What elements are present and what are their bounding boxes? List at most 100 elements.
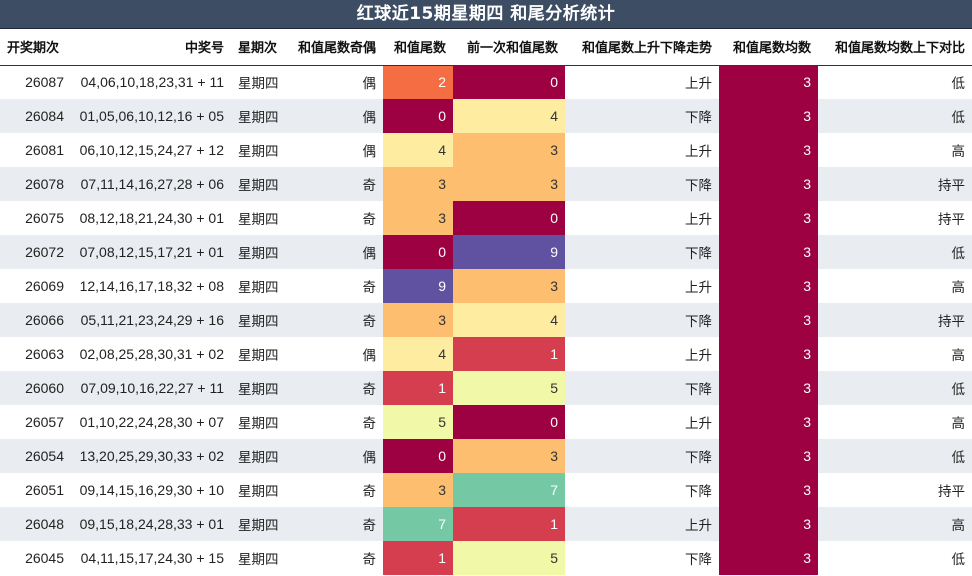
cell-parity: 奇 bbox=[284, 507, 383, 541]
column-header-numbers[interactable]: 中奖号 bbox=[71, 29, 231, 66]
cell-issue: 26072 bbox=[0, 235, 71, 269]
cell-prev-tail: 3 bbox=[453, 439, 565, 473]
cell-prev-tail: 5 bbox=[453, 541, 565, 575]
cell-winning-numbers: 04,06,10,18,23,31 + 11 bbox=[80, 74, 224, 91]
table-body: 26087 04,06,10,18,23,31 + 11 星期四偶 2 0 上升 3 低 260… bbox=[0, 65, 972, 575]
cell-average: 3 bbox=[719, 167, 818, 201]
cell-winning-numbers: 07,11,14,16,27,28 + 06 bbox=[71, 167, 231, 201]
table-row: 26075 08,12,18,21,24,30 + 01 星期四奇 3 0 上升 3 持平 bbox=[0, 201, 972, 235]
table-row: 26045 04,11,15,17,24,30 + 15 星期四 奇 1 5 下降 3 低 bbox=[0, 541, 972, 575]
cell-prev-tail: 0 bbox=[453, 201, 565, 235]
page-title: 红球近15期星期四 和尾分析统计 bbox=[0, 0, 972, 29]
cell-compare: 低 bbox=[818, 371, 972, 405]
cell-tail: 2 bbox=[383, 65, 453, 99]
cell-prev-tail: 1 bbox=[453, 507, 565, 541]
cell-compare: 高 bbox=[951, 144, 966, 160]
table-row: 26069 12,14,16,17,18,32 + 08 星期四奇 9 3 上升 3 高 bbox=[0, 269, 972, 303]
cell-parity: 奇 bbox=[284, 167, 383, 201]
cell-parity: 偶 bbox=[362, 348, 377, 364]
cell-parity: 奇 bbox=[362, 552, 377, 568]
column-header-tail[interactable]: 和值尾数 bbox=[383, 29, 453, 66]
cell-trend: 下降 bbox=[565, 439, 719, 473]
cell-tail: 3 bbox=[383, 201, 453, 235]
table-row: 26060 07,09,10,16,22,27 + 11 星期四奇 1 5 下降 3 低 bbox=[0, 371, 972, 405]
cell-parity: 奇 bbox=[362, 280, 377, 296]
cell-average: 3 bbox=[719, 405, 818, 439]
cell-average: 3 bbox=[719, 303, 818, 337]
column-header-prev-tail[interactable]: 前一次和值尾数 bbox=[453, 29, 565, 66]
cell-weekday: 星期四 bbox=[238, 552, 279, 568]
cell-weekday: 星期四 bbox=[238, 348, 279, 364]
cell-prev-tail: 0 bbox=[453, 405, 565, 439]
column-header-issue[interactable]: 开奖期次 bbox=[0, 29, 71, 66]
cell-tail: 5 bbox=[383, 405, 453, 439]
cell-parity: 偶 bbox=[284, 439, 383, 473]
cell-compare: 高 bbox=[951, 416, 966, 432]
analysis-table: 开奖期次 中奖号 星期次 和值尾数奇偶 和值尾数 前一次和值尾数 和值尾数上升下… bbox=[0, 29, 972, 575]
cell-compare: 低 bbox=[818, 99, 972, 133]
column-header-average[interactable]: 和值尾数均数 bbox=[719, 29, 818, 66]
cell-trend: 上升 bbox=[685, 416, 712, 432]
column-header-compare[interactable]: 和值尾数均数上下对比 bbox=[818, 29, 972, 66]
cell-prev-tail: 5 bbox=[453, 371, 565, 405]
cell-compare: 低 bbox=[818, 439, 972, 473]
cell-winning-numbers: 09,14,15,16,29,30 + 10 bbox=[79, 482, 224, 498]
cell-weekday: 星期四 bbox=[231, 507, 284, 541]
column-header-trend[interactable]: 和值尾数上升下降走势 bbox=[565, 29, 719, 66]
cell-tail: 0 bbox=[383, 99, 453, 133]
cell-trend: 下降 bbox=[565, 303, 719, 337]
table-row: 26063 02,08,25,28,30,31 + 02 星期四 偶 4 1 上升 3 高 bbox=[0, 337, 972, 371]
cell-prev-tail: 9 bbox=[453, 235, 565, 269]
column-header-parity[interactable]: 和值尾数奇偶 bbox=[284, 29, 383, 66]
cell-tail: 0 bbox=[383, 235, 453, 269]
table-row: 26081 06,10,12,15,24,27 + 12 星期四偶 4 3 上升 3 高 bbox=[0, 133, 972, 167]
cell-issue: 26075 bbox=[25, 210, 64, 226]
cell-issue: 26081 bbox=[25, 142, 64, 158]
cell-parity: 奇 bbox=[284, 371, 383, 405]
cell-trend: 下降 bbox=[565, 99, 719, 133]
cell-issue: 26066 bbox=[0, 303, 71, 337]
cell-parity: 偶 bbox=[284, 235, 383, 269]
table-row: 26051 09,14,15,16,29,30 + 10 星期四奇 3 7 下降 3 持平 bbox=[0, 473, 972, 507]
cell-average: 3 bbox=[719, 439, 818, 473]
cell-issue: 26051 bbox=[25, 482, 64, 498]
cell-winning-numbers: 12,14,16,17,18,32 + 08 bbox=[79, 278, 224, 294]
cell-compare: 高 bbox=[951, 348, 966, 364]
cell-parity: 奇 bbox=[362, 484, 377, 500]
cell-trend: 上升 bbox=[685, 144, 712, 160]
cell-weekday: 星期四 bbox=[231, 167, 284, 201]
cell-issue: 26084 bbox=[0, 99, 71, 133]
cell-winning-numbers: 04,11,15,17,24,30 + 15 bbox=[80, 550, 224, 566]
cell-weekday: 星期四 bbox=[238, 144, 279, 160]
cell-prev-tail: 0 bbox=[453, 65, 565, 99]
cell-trend: 上升 bbox=[685, 280, 712, 296]
cell-prev-tail: 1 bbox=[453, 337, 565, 371]
cell-average: 3 bbox=[719, 507, 818, 541]
cell-issue: 26078 bbox=[0, 167, 71, 201]
cell-winning-numbers: 09,15,18,24,28,33 + 01 bbox=[71, 507, 231, 541]
cell-weekday: 星期四 bbox=[238, 76, 279, 93]
table-row: 26054 13,20,25,29,30,33 + 02 星期四偶 0 3 下降 3 低 bbox=[0, 439, 972, 473]
cell-average: 3 bbox=[719, 133, 818, 167]
cell-tail: 7 bbox=[383, 507, 453, 541]
cell-tail: 9 bbox=[383, 269, 453, 303]
column-header-weekday[interactable]: 星期次 bbox=[231, 29, 284, 66]
cell-issue: 26045 bbox=[25, 550, 64, 566]
cell-compare: 持平 bbox=[938, 484, 965, 500]
cell-parity: 奇 bbox=[362, 416, 377, 432]
cell-winning-numbers: 08,12,18,21,24,30 + 01 bbox=[79, 210, 224, 226]
cell-trend: 上升 bbox=[685, 212, 712, 228]
cell-tail: 1 bbox=[383, 541, 453, 575]
table-row: 26072 07,08,12,15,17,21 + 01 星期四偶 0 9 下降 3 低 bbox=[0, 235, 972, 269]
cell-average: 3 bbox=[719, 269, 818, 303]
cell-issue: 26087 bbox=[25, 74, 64, 91]
cell-winning-numbers: 05,11,21,23,24,29 + 16 bbox=[71, 303, 231, 337]
cell-winning-numbers: 01,10,22,24,28,30 + 07 bbox=[79, 414, 224, 430]
cell-winning-numbers: 02,08,25,28,30,31 + 02 bbox=[79, 346, 224, 362]
cell-parity: 奇 bbox=[362, 212, 377, 228]
cell-trend: 下降 bbox=[565, 235, 719, 269]
cell-tail: 3 bbox=[383, 473, 453, 507]
header-row: 开奖期次 中奖号 星期次 和值尾数奇偶 和值尾数 前一次和值尾数 和值尾数上升下… bbox=[0, 29, 972, 66]
cell-weekday: 星期四 bbox=[231, 371, 284, 405]
cell-issue: 26054 bbox=[0, 439, 71, 473]
